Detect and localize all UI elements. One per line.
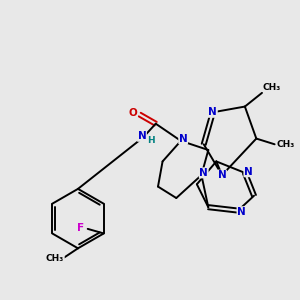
Text: H: H bbox=[147, 136, 155, 146]
Text: N: N bbox=[200, 168, 208, 178]
Text: F: F bbox=[77, 223, 84, 233]
Text: N: N bbox=[179, 134, 188, 144]
Text: O: O bbox=[128, 108, 137, 118]
Text: N: N bbox=[138, 131, 146, 141]
Text: CH₃: CH₃ bbox=[46, 254, 64, 263]
Text: CH₃: CH₃ bbox=[277, 140, 295, 149]
Text: N: N bbox=[218, 170, 226, 180]
Text: N: N bbox=[208, 107, 217, 117]
Text: N: N bbox=[244, 167, 253, 177]
Text: N: N bbox=[237, 207, 246, 217]
Text: CH₃: CH₃ bbox=[262, 82, 280, 91]
